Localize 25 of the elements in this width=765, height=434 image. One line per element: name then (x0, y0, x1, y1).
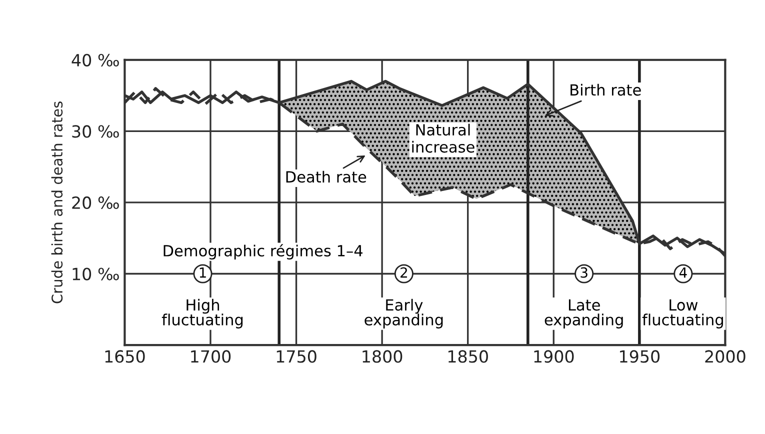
annotation: 1 (200, 267, 206, 278)
y-tick-label: 40 ‰ (72, 54, 119, 66)
x-tick-label: 1900 (534, 350, 574, 363)
annotation: Low fluctuating (642, 299, 723, 328)
y-tick-label: 30 ‰ (72, 125, 119, 138)
annotation: 2 (400, 267, 407, 278)
y-axis-title: Crude birth and death rates (51, 102, 63, 304)
annotation: Late expanding (544, 299, 623, 328)
annotation: 3 (580, 267, 588, 278)
annotation: Death rate (286, 170, 366, 183)
x-tick-label: 1850 (448, 350, 488, 363)
annotation: Natural increase (412, 124, 474, 153)
annotation: Birth rate (570, 84, 641, 96)
x-tick-label: 1750 (276, 350, 316, 363)
annotation: 4 (679, 267, 687, 278)
x-tick-label: 1800 (362, 350, 402, 363)
annotation: High fluctuating (162, 298, 243, 328)
x-tick-label: 1650 (105, 350, 145, 363)
x-tick-label: 1700 (191, 350, 231, 363)
x-tick-label: 2000 (705, 350, 746, 363)
annotation: Demographic régimes 1–4 (164, 244, 362, 260)
x-tick-label: 1950 (620, 350, 660, 363)
y-tick-label: 20 ‰ (72, 196, 119, 210)
annotation: Early expanding (364, 298, 443, 328)
y-tick-label: 10 ‰ (72, 268, 119, 280)
